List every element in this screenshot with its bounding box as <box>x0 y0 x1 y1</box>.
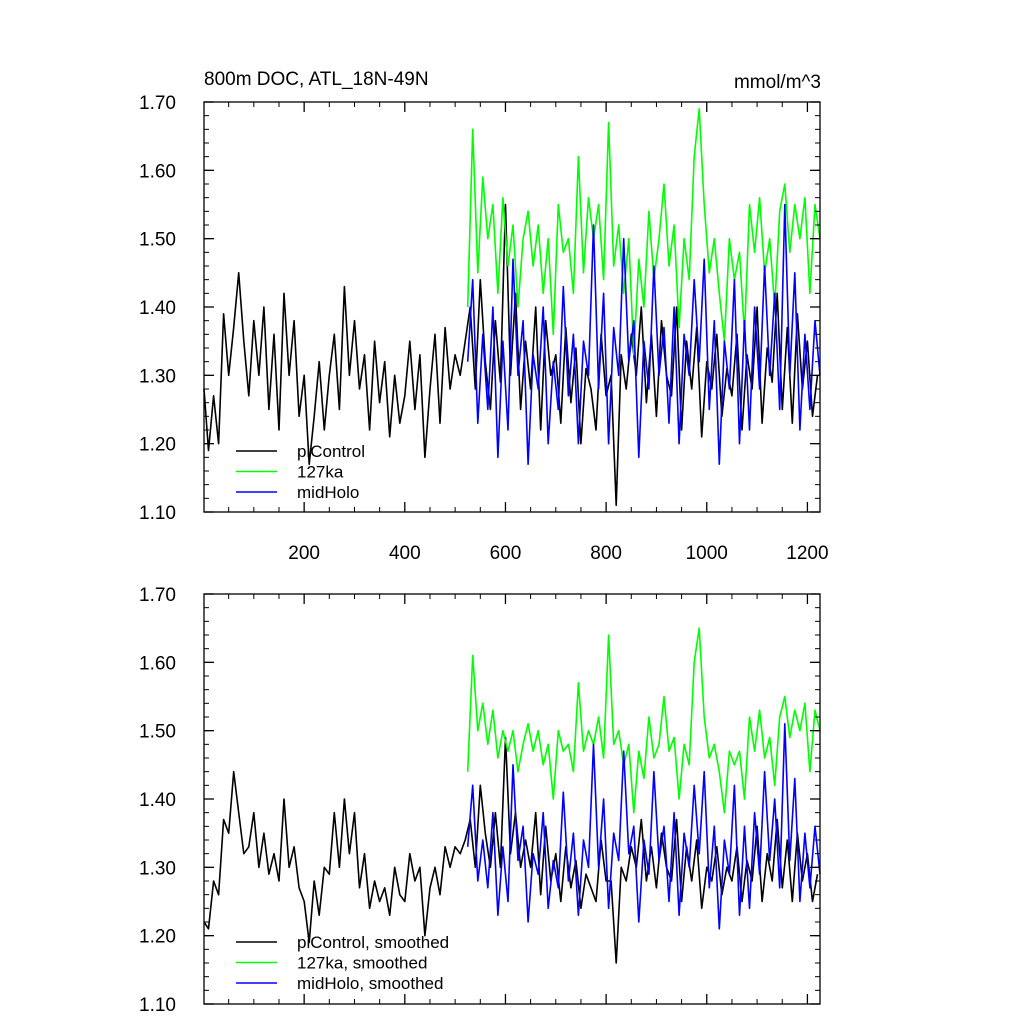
y-tick-label: 1.50 <box>139 230 176 251</box>
x-tick-label: 200 <box>288 543 320 564</box>
y-tick-label: 1.30 <box>139 366 176 387</box>
chart-units: mmol/m^3 <box>734 72 821 93</box>
y-tick-label: 1.60 <box>139 653 176 674</box>
series-line-127ka <box>466 108 821 356</box>
legend-label: piControl <box>297 442 365 461</box>
x-tick-label: 400 <box>389 543 421 564</box>
y-tick-label: 1.70 <box>139 93 176 114</box>
y-tick-label: 1.60 <box>139 161 176 182</box>
legend-label: midHolo <box>297 483 359 502</box>
y-tick-label: 1.30 <box>139 858 176 879</box>
series-line-midholo-smoothed <box>466 722 821 930</box>
y-tick-label: 1.10 <box>139 503 176 524</box>
y-tick-label: 1.10 <box>139 995 176 1016</box>
top-panel: 1.10 1.20 1.30 1.40 1.50 1.60 1.70 200 400 600 800… <box>139 93 829 564</box>
chart-title: 800m DOC, ATL_18N-49N <box>204 69 429 90</box>
x-tick-label: 1200 <box>786 543 828 564</box>
y-tick-label: 1.50 <box>139 722 176 743</box>
y-tick-label: 1.40 <box>139 790 176 811</box>
y-tick-label: 1.20 <box>139 435 176 456</box>
legend: piControl, smoothed 127ka, smoothedmidHol… <box>236 933 449 993</box>
x-tick-label: 1000 <box>686 543 728 564</box>
legend-label: piControl, smoothed <box>297 933 449 952</box>
legend-label: 127ka, smoothed <box>297 954 427 973</box>
y-tick-label: 1.20 <box>139 927 176 948</box>
bottom-panel: 1.10 1.20 1.30 1.40 1.50 1.60 1.70 piControl, s… <box>139 585 821 1016</box>
x-tick-label: 800 <box>590 543 622 564</box>
legend-label: 127ka <box>297 463 344 482</box>
legend-label: midHolo, smoothed <box>297 974 443 993</box>
x-tick-label: 600 <box>490 543 522 564</box>
y-tick-label: 1.40 <box>139 298 176 319</box>
series-line-midholo <box>466 203 821 466</box>
series-line-127ka-smoothed <box>466 627 821 814</box>
y-tick-label: 1.70 <box>139 585 176 606</box>
